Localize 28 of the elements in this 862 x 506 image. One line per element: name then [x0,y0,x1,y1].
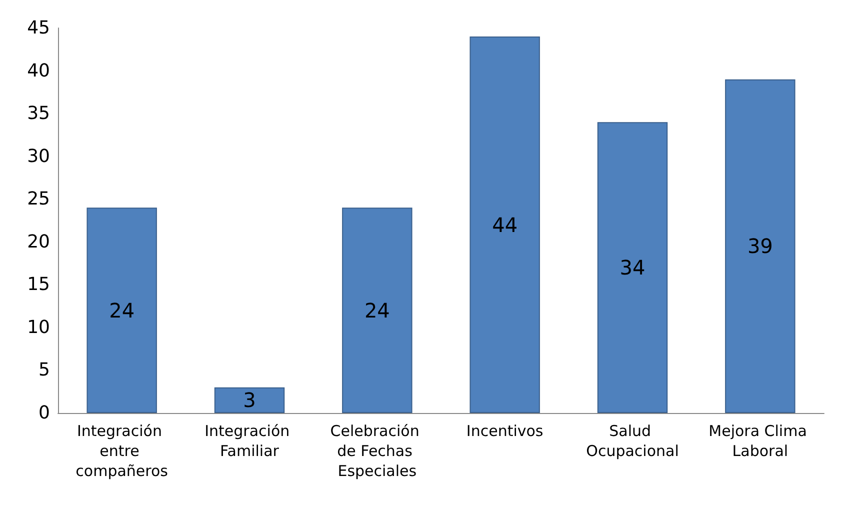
bar [470,36,540,413]
y-tick-label: 25 [27,188,50,210]
x-tick-label: Celebración de Fechas Especiales [330,422,424,480]
y-tick-label: 35 [27,103,50,124]
bar [342,208,412,413]
data-label: 24 [109,298,135,322]
data-label: 44 [492,212,518,237]
y-tick-label: 20 [27,231,50,252]
x-tick-label: Mejora Clima Laboral [708,422,812,460]
bar [214,387,285,413]
bar [86,208,157,413]
data-label: 39 [747,234,773,258]
x-tick-label: Integración Familiar [204,422,294,460]
y-tick-label: 40 [27,60,50,82]
x-tick-label: Salud Ocupacional [586,422,679,460]
y-tick-label: 0 [38,402,50,424]
bar [725,79,796,413]
x-tick-label: Incentivos [466,422,544,440]
y-tick-label: 45 [27,18,50,38]
data-label: 3 [243,388,256,412]
y-tick-label: 5 [38,360,50,381]
x-tick-label: Integración entre compañeros [76,422,168,480]
y-tick-label: 30 [27,146,50,167]
y-tick-label: 15 [27,274,50,296]
bar [597,122,668,413]
data-label: 24 [364,298,390,322]
data-label: 34 [620,256,646,280]
y-tick-label: 10 [27,316,50,338]
